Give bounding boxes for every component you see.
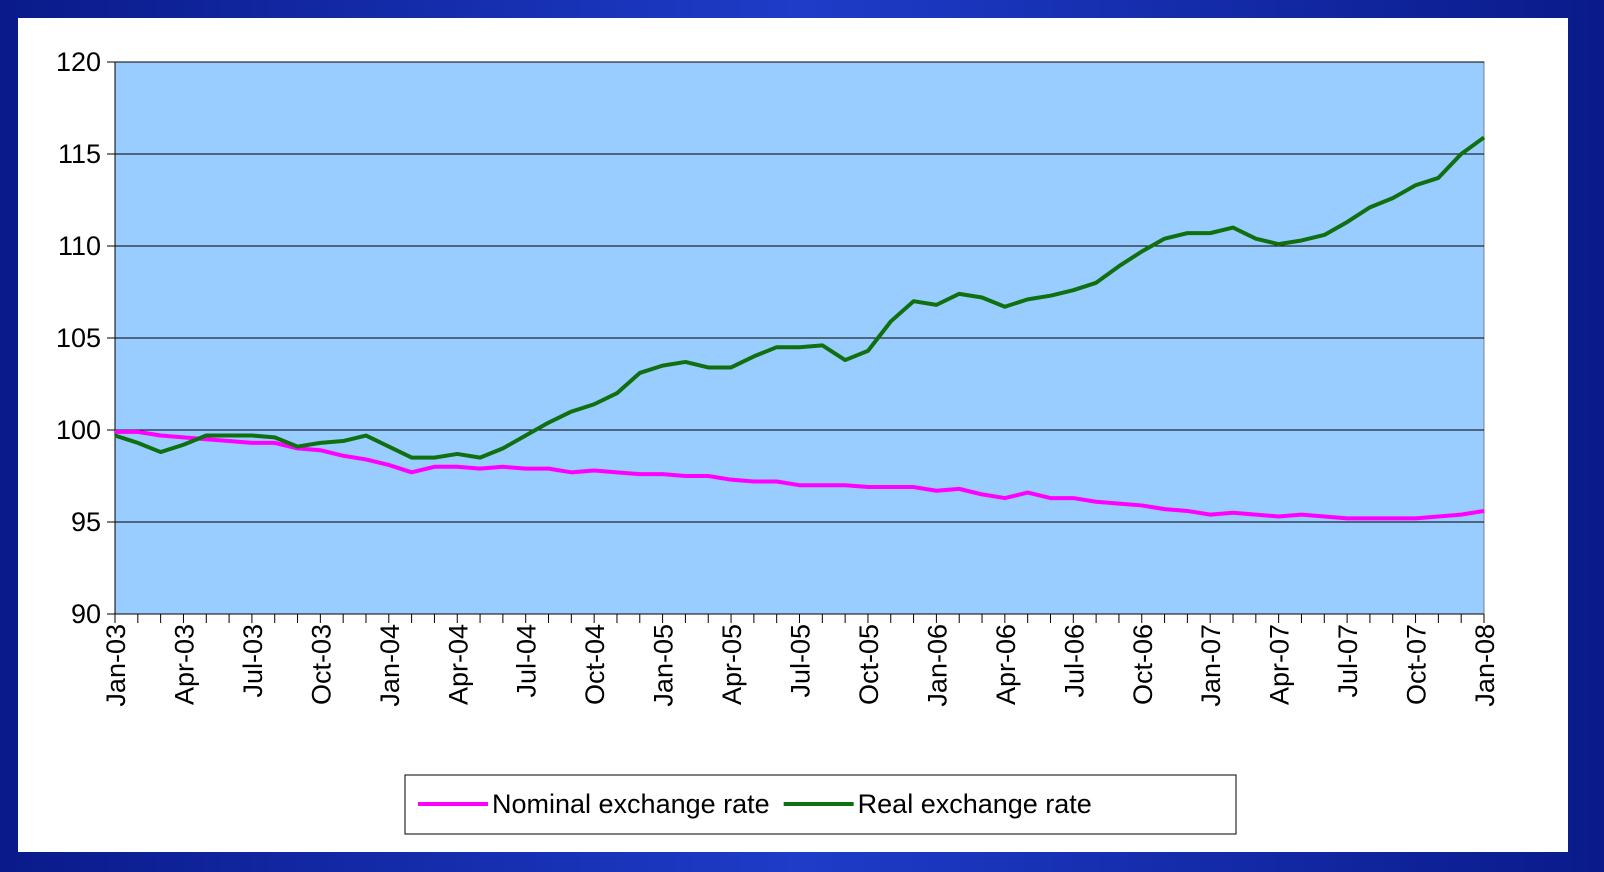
y-tick-label: 110 bbox=[58, 231, 101, 261]
x-tick-label: Jan-03 bbox=[101, 624, 131, 707]
series-line bbox=[114, 135, 1486, 460]
legend-label: Real exchange rate bbox=[858, 789, 1092, 819]
x-tick-label: Oct-05 bbox=[854, 624, 884, 705]
y-tick-label: 105 bbox=[56, 323, 101, 353]
y-tick-label: 90 bbox=[71, 599, 101, 629]
x-tick-label: Oct-07 bbox=[1402, 624, 1432, 705]
x-tick-label: Oct-06 bbox=[1128, 624, 1158, 705]
x-tick-label: Oct-03 bbox=[306, 624, 336, 705]
x-tick-label: Apr-05 bbox=[717, 624, 747, 705]
y-tick-label: 120 bbox=[56, 47, 101, 77]
x-tick-label: Apr-04 bbox=[443, 624, 473, 705]
x-tick-label: Jan-04 bbox=[375, 624, 405, 707]
legend-label: Nominal exchange rate bbox=[492, 789, 770, 819]
x-tick-label: Jul-03 bbox=[238, 624, 268, 698]
series-line bbox=[115, 429, 1485, 521]
y-tick-label: 115 bbox=[58, 139, 101, 169]
x-tick-label: Jul-07 bbox=[1333, 624, 1363, 698]
x-tick-label: Apr-07 bbox=[1265, 624, 1295, 705]
x-tick-label: Oct-04 bbox=[580, 624, 610, 705]
x-tick-label: Jan-08 bbox=[1470, 624, 1500, 707]
x-tick-label: Jan-06 bbox=[922, 624, 952, 707]
x-tick-label: Apr-03 bbox=[169, 624, 199, 705]
x-tick-label: Jul-05 bbox=[786, 624, 816, 698]
x-tick-label: Jul-04 bbox=[512, 624, 542, 698]
y-tick-label: 100 bbox=[56, 415, 101, 445]
x-tick-label: Jan-07 bbox=[1196, 624, 1226, 707]
x-tick-label: Jul-06 bbox=[1059, 624, 1089, 698]
x-tick-label: Apr-06 bbox=[991, 624, 1021, 705]
x-tick-label: Jan-05 bbox=[649, 624, 679, 707]
y-tick-label: 95 bbox=[71, 507, 101, 537]
